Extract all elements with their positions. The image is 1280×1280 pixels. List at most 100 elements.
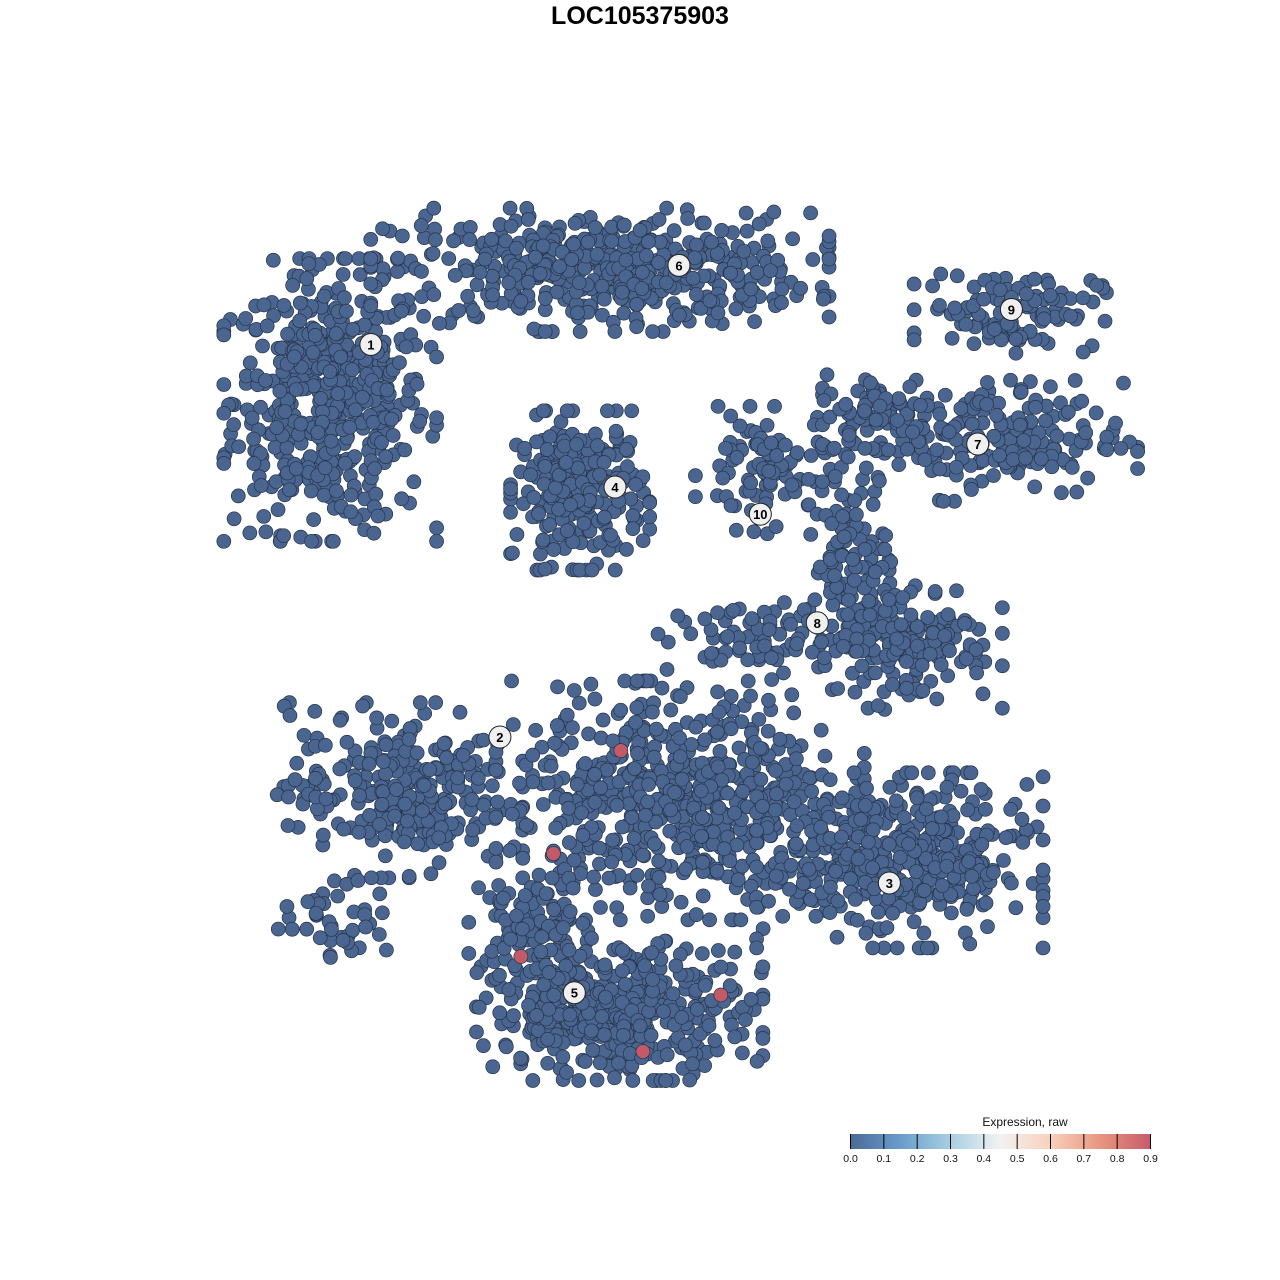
data-point: [936, 493, 951, 509]
data-point: [555, 1049, 571, 1065]
data-point: [865, 497, 881, 512]
data-point: [509, 908, 524, 924]
data-point: [840, 449, 856, 465]
data-point: [265, 252, 281, 268]
data-point: [584, 930, 599, 946]
data-point: [540, 775, 556, 791]
data-point: [469, 277, 485, 293]
data-point: [308, 771, 323, 786]
data-point: [505, 545, 520, 561]
data-point: [908, 864, 924, 879]
data-point: [813, 722, 829, 738]
data-point: [558, 958, 574, 974]
data-point: [881, 592, 897, 608]
data-point: [609, 900, 625, 916]
data-point: [355, 389, 370, 405]
data-point: [716, 841, 732, 857]
data-point: [736, 243, 752, 259]
data-point: [484, 231, 499, 247]
data-point: [348, 402, 363, 418]
high-expression-point: [546, 846, 561, 861]
data-point: [287, 772, 303, 787]
data-point: [615, 1028, 631, 1043]
data-point: [845, 552, 861, 567]
data-point: [995, 626, 1010, 641]
data-point: [856, 746, 872, 761]
data-point: [374, 797, 390, 812]
data-point: [821, 251, 837, 267]
data-point: [394, 303, 409, 319]
data-point: [238, 311, 254, 326]
data-point: [672, 730, 687, 746]
data-point: [872, 398, 888, 414]
data-point: [1035, 940, 1051, 956]
data-point: [682, 1072, 698, 1088]
data-point: [712, 744, 728, 759]
data-point: [569, 777, 585, 792]
high-expression-point: [635, 1044, 651, 1059]
data-point: [537, 459, 553, 474]
data-point: [1035, 899, 1051, 914]
data-point: [594, 307, 610, 323]
data-point: [485, 1059, 501, 1075]
data-point: [586, 869, 602, 885]
data-point: [846, 765, 862, 781]
data-point: [826, 440, 842, 456]
data-point: [785, 231, 800, 247]
data-point: [535, 238, 551, 254]
data-point: [282, 482, 297, 498]
data-point: [672, 749, 688, 764]
data-point: [674, 771, 690, 787]
data-point: [1113, 441, 1129, 456]
data-point: [329, 483, 344, 499]
data-point: [632, 1018, 648, 1034]
data-point: [1075, 344, 1091, 360]
data-point: [276, 528, 292, 544]
high-expression-point: [713, 987, 729, 1003]
data-point: [613, 702, 629, 718]
data-point: [629, 319, 644, 335]
data-point: [490, 794, 505, 810]
data-point: [269, 420, 285, 435]
data-point: [587, 220, 603, 235]
data-point: [258, 524, 274, 540]
data-point: [304, 533, 319, 549]
data-point: [642, 495, 658, 510]
data-point: [749, 1053, 765, 1069]
data-point: [858, 460, 874, 476]
data-point: [1097, 313, 1113, 329]
data-point: [577, 756, 593, 771]
cluster-label: 4: [611, 480, 619, 495]
data-point: [485, 287, 501, 303]
data-point: [727, 805, 742, 821]
data-point: [749, 823, 764, 838]
data-point: [893, 617, 909, 632]
data-point: [961, 854, 977, 869]
data-point: [899, 680, 914, 696]
data-point: [401, 732, 417, 747]
data-point: [533, 944, 549, 959]
data-point: [629, 700, 645, 715]
data-point: [645, 324, 660, 339]
data-point: [378, 848, 393, 864]
data-point: [347, 773, 363, 788]
data-point: [289, 755, 305, 771]
data-point: [546, 902, 562, 917]
data-point: [592, 1055, 608, 1071]
data-point: [506, 1008, 521, 1023]
data-point: [801, 861, 817, 877]
data-point: [694, 829, 709, 844]
data-point: [729, 450, 745, 465]
data-point: [623, 491, 639, 507]
data-point: [978, 895, 994, 911]
data-point: [611, 1055, 626, 1071]
data-point: [529, 1008, 544, 1023]
data-point: [697, 978, 713, 993]
data-point: [525, 774, 541, 790]
data-point: [541, 965, 557, 980]
data-point: [906, 302, 922, 318]
data-point: [425, 246, 441, 261]
data-point: [361, 756, 377, 772]
data-point: [827, 568, 842, 584]
